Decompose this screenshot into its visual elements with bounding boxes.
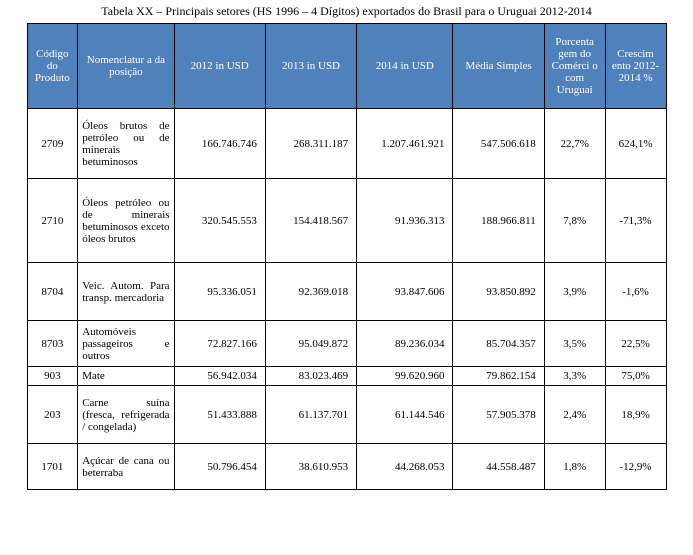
- cell-nome: Óleos brutos de petróleo ou de minerais …: [78, 109, 174, 179]
- cell-media: 547.506.618: [453, 109, 544, 179]
- cell-2013: 92.369.018: [265, 263, 356, 321]
- th-2013: 2013 in USD: [265, 24, 356, 109]
- cell-nome: Automóveis passageiros e outros: [78, 321, 174, 367]
- th-pct: Porcenta gem do Comérci o com Uruguai: [544, 24, 605, 109]
- cell-pct: 3,9%: [544, 263, 605, 321]
- cell-nome: Carne suína (fresca, refrigerada / conge…: [78, 386, 174, 444]
- cell-cresc: 22,5%: [605, 321, 666, 367]
- cell-2014: 89.236.034: [357, 321, 453, 367]
- exports-table: Código do Produto Nomenclatur a da posiç…: [27, 23, 667, 490]
- th-2014: 2014 in USD: [357, 24, 453, 109]
- cell-2012: 320.545.553: [174, 179, 265, 263]
- cell-cresc: -12,9%: [605, 444, 666, 490]
- cell-codigo: 2710: [27, 179, 78, 263]
- cell-nome: Veic. Autom. Para transp. mercadoria: [78, 263, 174, 321]
- table-body: 2709Óleos brutos de petróleo ou de miner…: [27, 109, 666, 490]
- table-row: 8703Automóveis passageiros e outros72.82…: [27, 321, 666, 367]
- cell-pct: 2,4%: [544, 386, 605, 444]
- cell-2014: 93.847.606: [357, 263, 453, 321]
- cell-cresc: 75,0%: [605, 367, 666, 386]
- cell-media: 188.966.811: [453, 179, 544, 263]
- th-nomenclatura: Nomenclatur a da posição: [78, 24, 174, 109]
- cell-2013: 83.023.469: [265, 367, 356, 386]
- cell-2012: 50.796.454: [174, 444, 265, 490]
- cell-codigo: 903: [27, 367, 78, 386]
- cell-pct: 22,7%: [544, 109, 605, 179]
- cell-media: 44.558.487: [453, 444, 544, 490]
- cell-cresc: -1,6%: [605, 263, 666, 321]
- th-2012: 2012 in USD: [174, 24, 265, 109]
- cell-nome: Açúcar de cana ou beterraba: [78, 444, 174, 490]
- cell-2013: 268.311.187: [265, 109, 356, 179]
- table-row: 2709Óleos brutos de petróleo ou de miner…: [27, 109, 666, 179]
- cell-2012: 166.746.746: [174, 109, 265, 179]
- cell-2014: 99.620.960: [357, 367, 453, 386]
- table-row: 903Mate56.942.03483.023.46999.620.96079.…: [27, 367, 666, 386]
- cell-cresc: 624,1%: [605, 109, 666, 179]
- cell-codigo: 8703: [27, 321, 78, 367]
- cell-codigo: 8704: [27, 263, 78, 321]
- cell-2014: 61.144.546: [357, 386, 453, 444]
- cell-2013: 61.137.701: [265, 386, 356, 444]
- cell-media: 57.905.378: [453, 386, 544, 444]
- cell-codigo: 203: [27, 386, 78, 444]
- th-cresc: Crescim ento 2012-2014 %: [605, 24, 666, 109]
- th-codigo: Código do Produto: [27, 24, 78, 109]
- table-row: 8704Veic. Autom. Para transp. mercadoria…: [27, 263, 666, 321]
- table-row: 203Carne suína (fresca, refrigerada / co…: [27, 386, 666, 444]
- cell-pct: 1,8%: [544, 444, 605, 490]
- cell-codigo: 2709: [27, 109, 78, 179]
- cell-pct: 7,8%: [544, 179, 605, 263]
- th-media: Média Simples: [453, 24, 544, 109]
- cell-2014: 44.268.053: [357, 444, 453, 490]
- table-row: 2710Óleos petróleo ou de minerais betumi…: [27, 179, 666, 263]
- table-row: 1701Açúcar de cana ou beterraba50.796.45…: [27, 444, 666, 490]
- cell-media: 85.704.357: [453, 321, 544, 367]
- cell-2012: 56.942.034: [174, 367, 265, 386]
- cell-2014: 91.936.313: [357, 179, 453, 263]
- cell-codigo: 1701: [27, 444, 78, 490]
- cell-cresc: 18,9%: [605, 386, 666, 444]
- cell-pct: 3,3%: [544, 367, 605, 386]
- cell-2013: 154.418.567: [265, 179, 356, 263]
- cell-2014: 1.207.461.921: [357, 109, 453, 179]
- cell-cresc: -71,3%: [605, 179, 666, 263]
- cell-media: 79.862.154: [453, 367, 544, 386]
- table-caption: Tabela XX – Principais setores (HS 1996 …: [0, 4, 693, 19]
- cell-nome: Óleos petróleo ou de minerais betuminoso…: [78, 179, 174, 263]
- cell-2012: 72.827.166: [174, 321, 265, 367]
- cell-2013: 95.049.872: [265, 321, 356, 367]
- cell-nome: Mate: [78, 367, 174, 386]
- cell-media: 93.850.892: [453, 263, 544, 321]
- cell-2013: 38.610.953: [265, 444, 356, 490]
- cell-pct: 3,5%: [544, 321, 605, 367]
- cell-2012: 95.336.051: [174, 263, 265, 321]
- table-header-row: Código do Produto Nomenclatur a da posiç…: [27, 24, 666, 109]
- cell-2012: 51.433.888: [174, 386, 265, 444]
